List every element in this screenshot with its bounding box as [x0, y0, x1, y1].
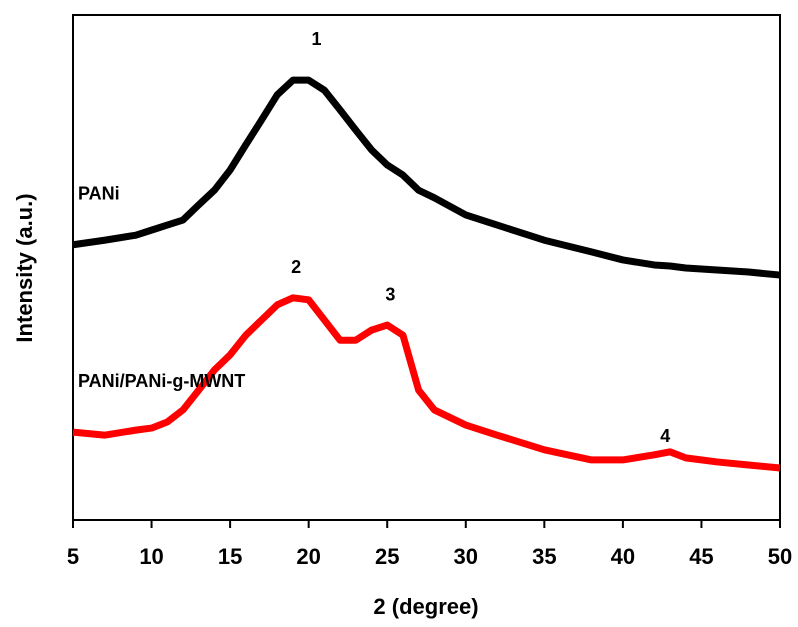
- series-label: PANi: [78, 184, 120, 204]
- x-tick-label: 45: [689, 544, 713, 569]
- x-tick-label: 5: [67, 544, 79, 569]
- x-tick-label: 40: [611, 544, 635, 569]
- series-line: [72, 294, 781, 472]
- peak-label: 3: [385, 285, 395, 305]
- x-tick-label: 50: [768, 544, 792, 569]
- peak-label: 2: [291, 257, 301, 277]
- x-tick-label: 20: [296, 544, 320, 569]
- x-axis-label: 2 (degree): [373, 594, 478, 619]
- peak-label: 1: [312, 29, 322, 49]
- series-line: [72, 76, 781, 279]
- x-tick-label: 25: [375, 544, 399, 569]
- peak-label: 4: [660, 426, 670, 446]
- y-axis-label: Intensity (a.u.): [12, 193, 37, 342]
- x-tick-label: 10: [139, 544, 163, 569]
- x-tick-label: 35: [532, 544, 556, 569]
- plot-frame: [72, 14, 781, 521]
- x-tick-label: 30: [454, 544, 478, 569]
- series-label: PANi/PANi-g-MWNT: [78, 371, 245, 391]
- x-tick-label: 15: [218, 544, 242, 569]
